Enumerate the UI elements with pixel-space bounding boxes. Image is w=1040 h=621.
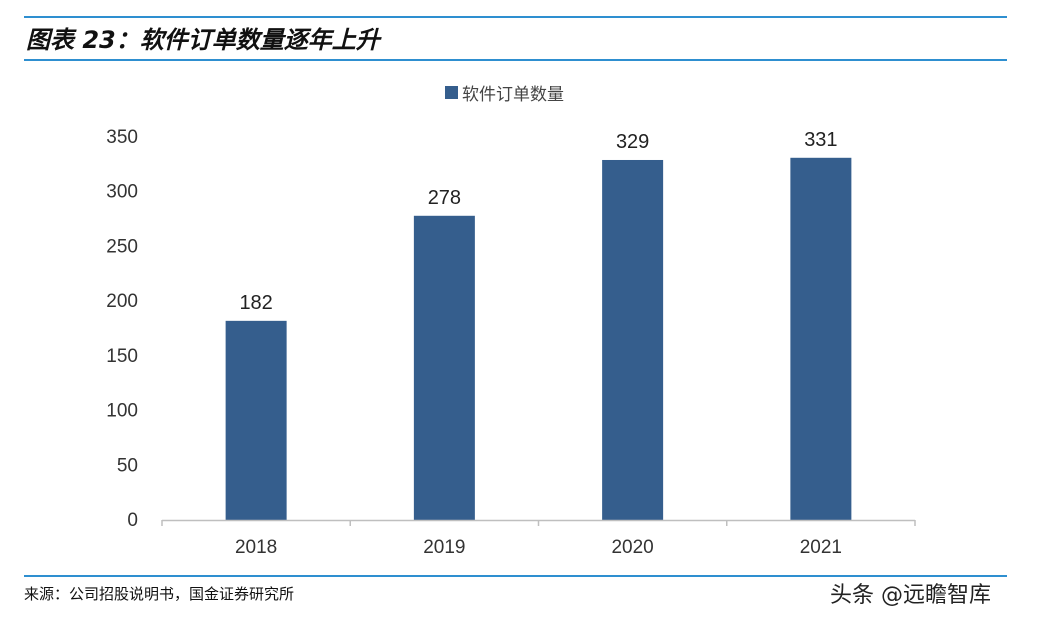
- y-tick-label: 100: [106, 401, 138, 422]
- y-axis-ticks: 0 50 100 150 200 250 300 350: [106, 127, 138, 531]
- data-labels: 182 278 329 331: [239, 129, 837, 314]
- chart-legend: 软件订单数量: [445, 80, 564, 105]
- title-top-rule: [24, 16, 1007, 18]
- y-tick-label: 150: [106, 346, 138, 367]
- y-tick-label: 300: [106, 182, 138, 203]
- data-label-2019: 278: [428, 187, 461, 209]
- bar-2019: [413, 215, 475, 520]
- x-axis-ticks: 2018 2019 2020 2021: [235, 537, 842, 558]
- data-label-2020: 329: [616, 131, 649, 153]
- y-tick-label: 200: [106, 291, 138, 312]
- bars: [225, 157, 852, 521]
- x-axis: [161, 519, 916, 526]
- y-tick-label: 250: [106, 236, 138, 257]
- bar-2021: [790, 157, 852, 520]
- x-tick-label-2020: 2020: [611, 537, 653, 558]
- figure-title: 图表 23：软件订单数量逐年上升: [26, 26, 380, 54]
- data-label-2021: 331: [804, 129, 837, 151]
- source-note: 来源：公司招股说明书，国金证券研究所: [24, 585, 295, 603]
- legend-label: 软件订单数量: [462, 85, 564, 105]
- y-tick-label: 50: [117, 455, 138, 476]
- bar-2020: [602, 159, 664, 521]
- bar-2018: [225, 320, 287, 520]
- watermark: 头条 @远瞻智库: [830, 583, 991, 608]
- source-rule: [24, 575, 1007, 577]
- y-tick-label: 0: [127, 510, 138, 531]
- x-tick-label-2021: 2021: [800, 537, 842, 558]
- title-bottom-rule: [24, 59, 1007, 61]
- legend-swatch: [445, 86, 458, 99]
- y-tick-label: 350: [106, 127, 138, 148]
- x-tick-label-2018: 2018: [235, 537, 277, 558]
- x-tick-label-2019: 2019: [423, 537, 465, 558]
- data-label-2018: 182: [239, 292, 272, 314]
